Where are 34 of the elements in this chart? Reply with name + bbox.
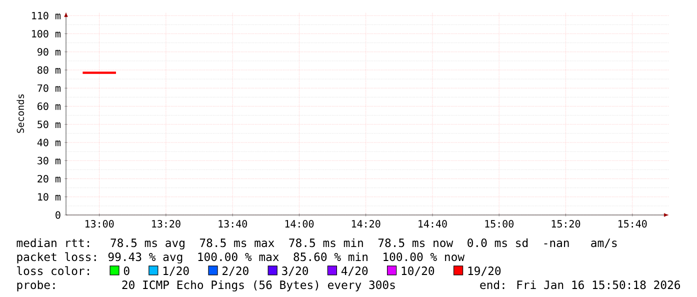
x-tick-label: 14:00: [285, 220, 314, 228]
text: probe: 20 ICMP Echo Pings (56 Bytes) every 300s: [17, 280, 395, 292]
y-tick-label: 20 m: [38, 174, 61, 183]
x-tick-label: 14:20: [352, 220, 380, 228]
text: end: Fri Jan 16 15:50:18 2026: [480, 280, 680, 290]
legend-label: 1/20: [163, 266, 189, 276]
legend-label: 4/20: [341, 266, 368, 276]
y-tick-label: 50 m: [38, 120, 61, 128]
x-tick-label: 13:40: [218, 220, 247, 228]
y-tick-label: 100 m: [32, 30, 61, 38]
y-tick-label: 30 m: [38, 156, 61, 164]
legend-label: 2/20: [222, 266, 248, 276]
y-tick-label: 10 m: [38, 193, 61, 201]
y-tick-label: 80 m: [38, 66, 61, 74]
legend-label: 19/20: [468, 266, 501, 276]
x-tick-label: 15:40: [618, 220, 647, 228]
x-tick-label: 13:00: [85, 220, 114, 228]
legend-label: 10/20: [402, 266, 434, 276]
y-tick-label: 110 m: [32, 12, 61, 20]
x-tick-label: 15:00: [485, 220, 514, 228]
y-tick-label: 90 m: [38, 48, 61, 56]
y-tick-label: 40 m: [37, 138, 61, 146]
legend-title: loss color:: [17, 266, 89, 276]
text: median rtt: 78.5 ms avg 78.5 ms max 78.5 ms min 78.5 ms now 0.0 ms sd -nan am/s: [16, 238, 617, 250]
y-tick-label: 70 m: [38, 84, 61, 92]
text: packet loss: 99.43 % avg 100.00 % max 85.60 % min 100.00 % now: [17, 252, 465, 264]
x-tick-label: 15:20: [552, 220, 580, 228]
legend-label: 0: [124, 266, 130, 276]
y-tick-label: 60 m: [38, 102, 61, 110]
y-axis-title: Seconds: [16, 94, 24, 133]
x-tick-label: 14:40: [418, 220, 447, 228]
legend-label: 3/20: [282, 266, 308, 276]
y-tick-label: 0: [56, 211, 60, 219]
x-tick-label: 13:20: [152, 220, 180, 228]
